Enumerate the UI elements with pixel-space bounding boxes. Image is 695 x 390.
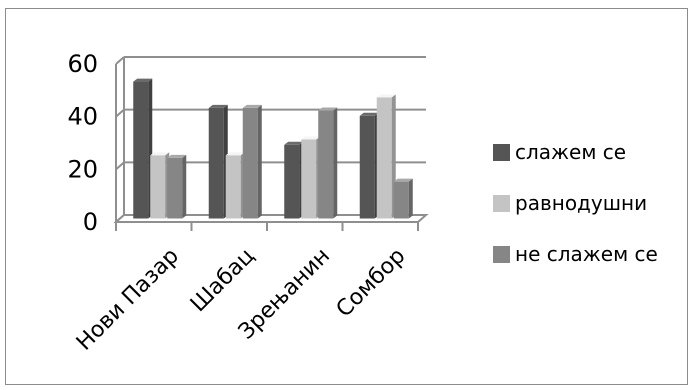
bar-side bbox=[408, 178, 413, 219]
bar-равнодушни-1 bbox=[225, 152, 245, 219]
legend-swatch bbox=[493, 144, 510, 161]
bar-front bbox=[208, 107, 224, 219]
bar-side bbox=[257, 104, 262, 219]
y-tick-label: 20 bbox=[67, 155, 98, 183]
bar-front bbox=[359, 115, 375, 219]
bar-не-слажем-се-3 bbox=[393, 178, 413, 219]
gridline-slant bbox=[115, 56, 125, 65]
bar-не-слажем-се-1 bbox=[242, 104, 262, 219]
bar-не-слажем-се-2 bbox=[318, 107, 338, 219]
bar-front bbox=[150, 155, 166, 219]
legend-swatch bbox=[493, 246, 510, 263]
legend-item: не слажем се bbox=[493, 242, 658, 266]
legend-label: слажем се bbox=[515, 140, 626, 164]
bar-front bbox=[284, 144, 300, 219]
bar-равнодушни-2 bbox=[301, 136, 321, 219]
x-tick-label: Шабац bbox=[186, 244, 260, 318]
gridline-slant bbox=[115, 108, 125, 118]
y-tick-label: 40 bbox=[67, 103, 98, 131]
legend-swatch bbox=[493, 195, 510, 212]
bar-top bbox=[359, 112, 379, 116]
bar-top bbox=[318, 107, 338, 111]
bar-front bbox=[225, 155, 241, 219]
bar-top bbox=[167, 154, 187, 158]
x-tick-label: Нови Пазар bbox=[72, 244, 184, 356]
bar-top bbox=[133, 78, 153, 82]
bar-front bbox=[167, 157, 183, 219]
gridline-slant bbox=[115, 161, 125, 171]
x-tick-label: Сомбор bbox=[332, 244, 411, 323]
bar-равнодушни-3 bbox=[376, 94, 396, 219]
bar-front bbox=[318, 110, 334, 219]
bar-слажем-се-1 bbox=[208, 104, 228, 219]
bar-front bbox=[393, 181, 409, 219]
bar-front bbox=[301, 139, 317, 219]
bar-top bbox=[242, 104, 262, 108]
bar-равнодушни-0 bbox=[150, 152, 170, 219]
bars-layer bbox=[133, 78, 413, 219]
bar-top bbox=[225, 152, 245, 156]
bar-слажем-се-3 bbox=[359, 112, 379, 219]
legend-label: равнодушни bbox=[515, 191, 647, 215]
bar-side bbox=[333, 107, 338, 219]
bar-front bbox=[376, 97, 392, 219]
legend-item: равнодушни bbox=[493, 191, 647, 215]
bar-front bbox=[133, 81, 149, 219]
y-tick-label: 0 bbox=[83, 208, 98, 236]
bar-top bbox=[301, 136, 321, 140]
axis-layer bbox=[113, 57, 429, 231]
bar-side bbox=[182, 154, 187, 219]
legend-item: слажем се bbox=[493, 140, 626, 164]
legend: слажем се равнодушни не слажем се bbox=[493, 140, 658, 266]
bar-top bbox=[208, 104, 228, 108]
chart-frame: 0 20 40 60 Нови Пазар Шабац Зрењанин Сомбор сла… bbox=[5, 8, 688, 385]
legend-label: не слажем се bbox=[515, 242, 658, 266]
bar-слажем-се-0 bbox=[133, 78, 153, 219]
bar-front bbox=[242, 107, 258, 219]
bar-не-слажем-се-0 bbox=[167, 154, 187, 219]
bar-top bbox=[376, 94, 396, 98]
y-tick-label: 60 bbox=[67, 50, 98, 78]
bar-top bbox=[150, 152, 170, 156]
bar-top bbox=[284, 141, 304, 145]
chart-floor bbox=[113, 214, 429, 223]
bar-слажем-се-2 bbox=[284, 141, 304, 219]
bar-top bbox=[393, 178, 413, 182]
